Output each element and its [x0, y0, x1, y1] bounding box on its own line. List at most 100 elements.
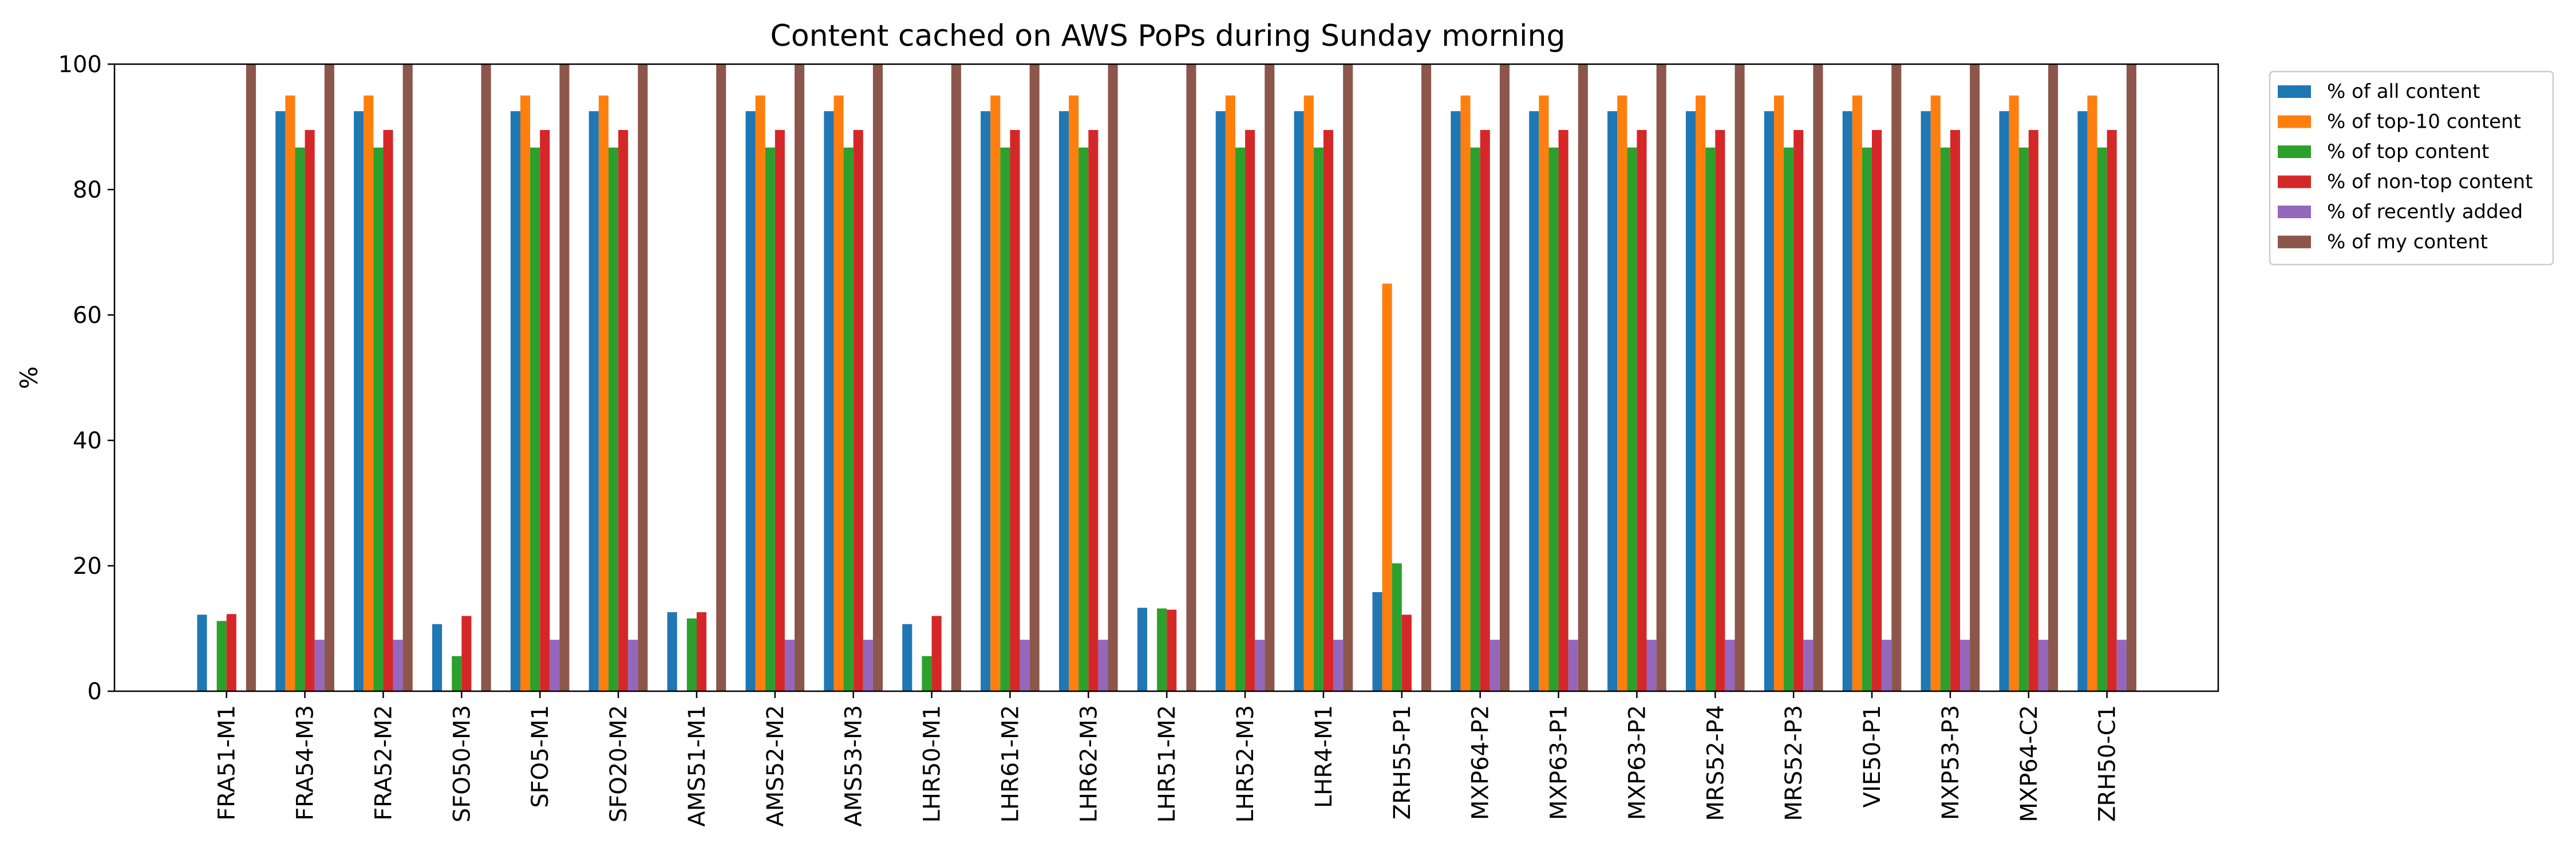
- bar-fra54-m3-series-1: [275, 111, 286, 692]
- x-tick-label: SFO50-M3: [449, 705, 475, 822]
- bar-fra52-m2-series-4: [383, 129, 393, 692]
- bar-zrh55-p1-series-4: [1401, 614, 1412, 691]
- bar-mxp63-p2-series-2: [1617, 95, 1627, 691]
- bar-sfo20-m2-series-5: [628, 640, 638, 691]
- bar-sfo5-m1-series-2: [520, 95, 531, 691]
- x-tick-label: FRA51-M1: [214, 705, 240, 821]
- x-tick-label: MXP53-P3: [1938, 705, 1964, 820]
- chart-title: Content cached on AWS PoPs during Sunday…: [771, 19, 1566, 53]
- bar-lhr52-m3-series-2: [1225, 95, 1235, 691]
- bar-mxp53-p3-series-2: [1930, 95, 1941, 691]
- x-tick-label: FRA52-M2: [370, 705, 397, 821]
- legend-swatch: [2278, 206, 2311, 218]
- legend-swatch: [2278, 115, 2311, 128]
- x-tick-label: AMS53-M3: [841, 705, 867, 827]
- bar-mxp64-c2-series-3: [2018, 147, 2029, 691]
- bar-mrs52-p3-series-5: [1803, 640, 1814, 691]
- bar-lhr51-m2-series-4: [1167, 609, 1177, 691]
- x-tick-label: MRS52-P3: [1781, 705, 1807, 821]
- bar-mrs52-p4-series-6: [1735, 64, 1745, 691]
- x-tick-label: MRS52-P4: [1702, 705, 1729, 821]
- legend-swatch: [2278, 145, 2311, 158]
- bar-ams52-m2-series-6: [795, 64, 805, 691]
- x-tick-label: ZRH55-P1: [1389, 705, 1416, 819]
- bar-ams51-m1-series-3: [686, 618, 697, 691]
- bar-lhr51-m2-series-3: [1157, 608, 1167, 691]
- bar-mxp53-p3-series-5: [1960, 640, 1970, 691]
- x-tick-label: LHR62-M3: [1076, 705, 1102, 822]
- bar-zrh50-c1-series-2: [2087, 95, 2097, 691]
- bar-ams52-m2-series-3: [765, 147, 775, 691]
- bar-zrh55-p1-series-1: [1372, 592, 1382, 691]
- bar-fra52-m2-series-3: [373, 147, 384, 691]
- x-tick-label: AMS51-M1: [684, 705, 710, 827]
- bar-ams52-m2-series-4: [775, 129, 785, 692]
- bar-lhr62-m3-series-1: [1058, 111, 1069, 692]
- bar-lhr52-m3-series-1: [1215, 111, 1226, 692]
- bar-sfo20-m2-series-6: [638, 64, 648, 691]
- bar-vie50-p1-series-6: [1891, 64, 1902, 691]
- legend-swatch: [2278, 85, 2311, 98]
- bar-mxp63-p1-series-4: [1558, 129, 1568, 692]
- bar-ams51-m1-series-4: [696, 612, 707, 691]
- bar-fra52-m2-series-1: [354, 111, 364, 692]
- bar-lhr4-m1-series-6: [1343, 64, 1353, 691]
- x-tick-label: MXP63-P2: [1624, 705, 1650, 820]
- bar-mrs52-p3-series-2: [1773, 95, 1784, 691]
- bar-zrh50-c1-series-5: [2116, 640, 2127, 691]
- bar-lhr50-m1-series-6: [951, 64, 961, 691]
- x-tick-label: SFO5-M1: [527, 705, 554, 808]
- bar-vie50-p1-series-5: [1882, 640, 1892, 691]
- bar-lhr52-m3-series-6: [1265, 64, 1275, 691]
- y-tick-label: 60: [73, 302, 102, 329]
- legend-box: [2269, 70, 2554, 266]
- bar-sfo20-m2-series-2: [598, 95, 609, 691]
- bar-mrs52-p4-series-5: [1725, 640, 1735, 691]
- bar-mxp64-p2-series-6: [1499, 64, 1510, 691]
- x-tick-label: AMS52-M2: [762, 705, 789, 827]
- bar-vie50-p1-series-2: [1852, 95, 1862, 691]
- bar-fra51-m1-series-3: [216, 621, 227, 691]
- bar-mxp63-p2-series-1: [1607, 111, 1618, 692]
- bar-fra52-m2-series-2: [364, 95, 374, 691]
- bar-zrh55-p1-series-6: [1421, 64, 1432, 691]
- y-tick-label: 20: [73, 553, 102, 580]
- bar-ams53-m3-series-1: [824, 111, 834, 692]
- bar-sfo50-m3-series-4: [461, 616, 472, 691]
- axes-layer: 0 20 40 60 80 100 FRA51-M1 FRA54-M3 FRA52-M2 SFO5…: [58, 52, 2219, 827]
- y-tick-label: 100: [58, 52, 102, 78]
- x-tick-label: MXP63-P1: [1546, 705, 1573, 820]
- bar-mxp63-p2-series-3: [1627, 147, 1637, 691]
- bar-lhr50-m1-series-3: [922, 656, 932, 691]
- bar-lhr4-m1-series-1: [1294, 111, 1304, 692]
- bar-vie50-p1-series-1: [1842, 111, 1852, 692]
- x-tick-label: ZRH50-C1: [2095, 705, 2121, 822]
- bar-sfo20-m2-series-3: [608, 147, 619, 691]
- bar-lhr61-m2-series-3: [1000, 147, 1010, 691]
- bar-mxp64-c2-series-2: [2009, 95, 2019, 691]
- bar-lhr61-m2-series-5: [1020, 640, 1030, 691]
- y-tick-label: 0: [88, 679, 102, 705]
- bar-ams53-m3-series-4: [853, 129, 863, 692]
- bar-lhr4-m1-series-2: [1303, 95, 1314, 691]
- bar-mxp64-c2-series-5: [2038, 640, 2048, 691]
- bar-sfo5-m1-series-1: [510, 111, 520, 692]
- bar-sfo5-m1-series-4: [540, 129, 550, 692]
- bar-fra51-m1-series-1: [197, 614, 207, 691]
- bar-lhr4-m1-series-4: [1323, 129, 1334, 692]
- bar-zrh50-c1-series-4: [2107, 129, 2117, 692]
- bar-mxp53-p3-series-4: [1950, 129, 1961, 692]
- bar-mxp63-p1-series-1: [1529, 111, 1539, 692]
- bar-vie50-p1-series-4: [1872, 129, 1882, 692]
- bar-fra54-m3-series-3: [295, 147, 305, 691]
- bar-zrh50-c1-series-6: [2126, 64, 2136, 691]
- y-tick-label: 40: [73, 428, 102, 454]
- bar-ams52-m2-series-2: [755, 95, 765, 691]
- bar-lhr62-m3-series-2: [1069, 95, 1079, 691]
- x-tick-label: SFO20-M2: [606, 705, 632, 822]
- legend-label: % of recently added: [2327, 200, 2523, 223]
- bar-mxp63-p2-series-5: [1646, 640, 1657, 691]
- bar-mxp63-p1-series-3: [1548, 147, 1559, 691]
- bar-mrs52-p3-series-1: [1764, 111, 1774, 692]
- bar-lhr62-m3-series-6: [1108, 64, 1118, 691]
